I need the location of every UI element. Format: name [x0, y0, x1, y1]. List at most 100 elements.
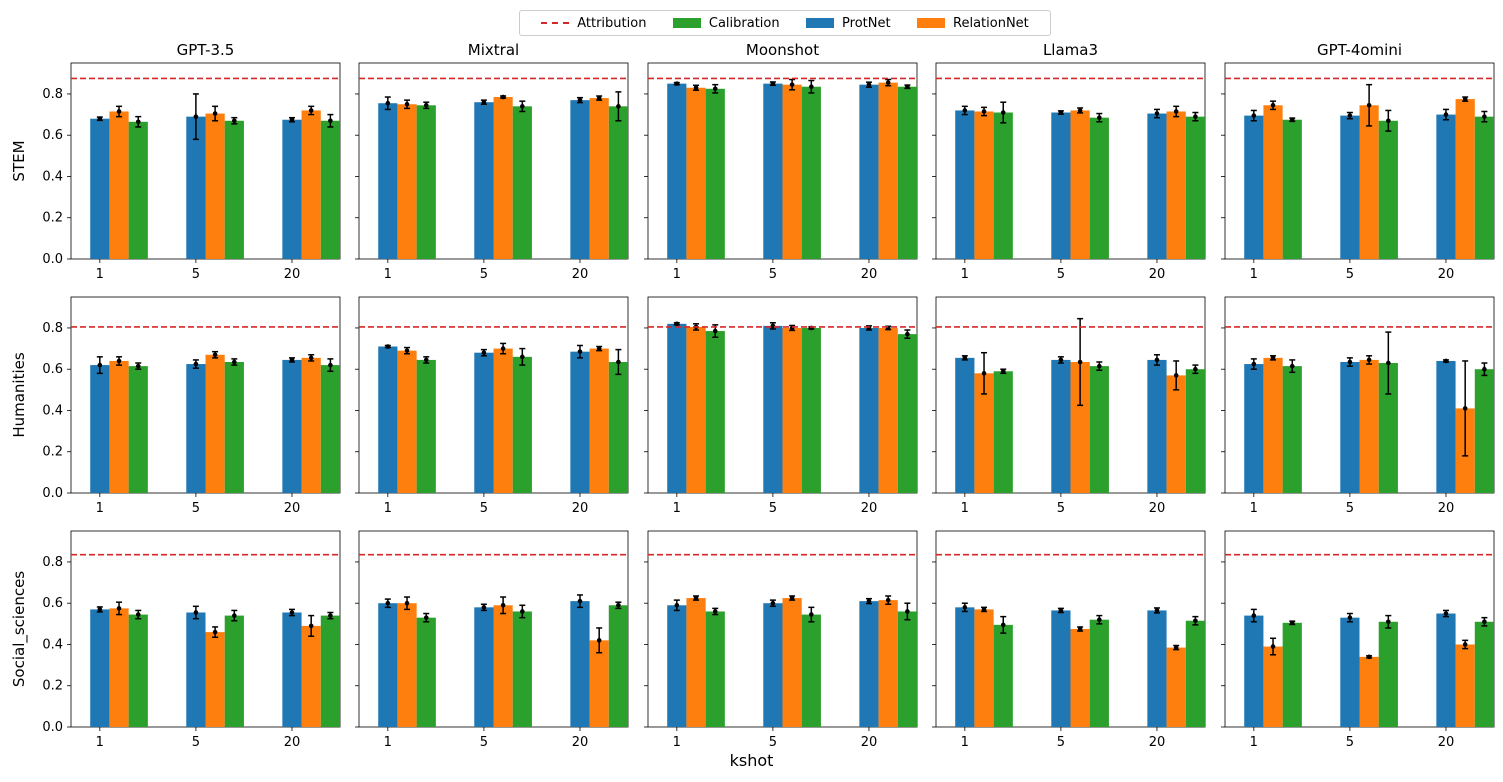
mean-point [212, 111, 218, 116]
xtick-label: 20 [1438, 501, 1455, 516]
xtick-label: 5 [1346, 735, 1354, 750]
mean-point [135, 363, 141, 369]
legend-item-relationnet: RelationNet [917, 16, 1029, 31]
bar-calibration-llama3-humanities-2 [1185, 369, 1205, 493]
legend-item-calibration: Calibration [672, 16, 780, 31]
xtick-label: 1 [96, 501, 104, 516]
mean-point [770, 600, 776, 606]
bar-protnet-llama3-humanities-2 [1147, 359, 1167, 493]
mean-point [1097, 115, 1102, 120]
mean-point [481, 350, 487, 356]
bar-protnet-llama3-stem-2 [1147, 113, 1167, 260]
bar-protnet-moonshot-social-sciences-0 [667, 605, 687, 727]
mean-point [1193, 114, 1198, 119]
xtick-label: 5 [192, 735, 200, 750]
xtick-label: 1 [1250, 501, 1258, 516]
mean-point [328, 362, 333, 368]
bar-protnet-llama3-social-sciences-2 [1147, 610, 1167, 727]
mean-point [520, 104, 525, 109]
mean-point [520, 609, 525, 614]
ytick-label: 0.2 [42, 679, 63, 694]
ytick-label: 0.6 [42, 596, 63, 611]
xtick-label: 5 [1057, 735, 1065, 750]
mean-point [116, 109, 122, 114]
mean-point [1443, 112, 1449, 117]
bar-protnet-moonshot-stem-1 [763, 83, 783, 259]
mean-point [1347, 615, 1353, 620]
bar-relationnet-mixtral-stem-2 [589, 98, 609, 259]
mean-point [135, 119, 141, 125]
bar-protnet-moonshot-social-sciences-1 [763, 603, 783, 727]
bar-relationnet-mixtral-stem-0 [397, 104, 417, 260]
bar-calibration-gpt-3-5-social-sciences-1 [224, 615, 244, 727]
mean-point [500, 94, 506, 100]
bar-relationnet-llama3-social-sciences-2 [1166, 647, 1186, 727]
xtick-label: 20 [1149, 735, 1166, 750]
bar-calibration-moonshot-humanities-1 [801, 327, 821, 493]
bar-protnet-mixtral-social-sciences-1 [474, 607, 494, 727]
ytick-label: 0.4 [42, 403, 63, 418]
mean-point [385, 344, 391, 349]
ytick-label: 0.8 [42, 87, 63, 102]
bar-calibration-llama3-social-sciences-1 [1089, 619, 1109, 727]
mean-point [289, 610, 295, 615]
bar-relationnet-gpt-4omini-humanities-0 [1263, 357, 1283, 493]
row-label-humanities: Humanities [10, 352, 28, 438]
bar-relationnet-llama3-humanities-1 [1070, 361, 1090, 493]
mean-point [674, 81, 680, 86]
bar-protnet-gpt-3-5-stem-2 [282, 119, 302, 259]
bar-calibration-gpt-4omini-stem-2 [1474, 116, 1494, 259]
mean-point [1000, 110, 1006, 115]
bar-protnet-gpt-4omini-humanities-2 [1436, 360, 1456, 493]
bar-protnet-gpt-3-5-stem-1 [186, 116, 206, 259]
mean-point [212, 352, 218, 358]
mean-point [712, 328, 718, 334]
bar-relationnet-gpt-3-5-social-sciences-0 [109, 608, 129, 727]
bar-relationnet-moonshot-humanities-0 [686, 326, 706, 493]
xtick-label: 1 [384, 501, 392, 516]
bar-relationnet-gpt-3-5-humanities-1 [205, 354, 225, 493]
legend-label-attribution: Attribution [577, 15, 647, 31]
bar-protnet-moonshot-social-sciences-2 [859, 601, 879, 727]
bar-protnet-mixtral-humanities-0 [378, 346, 398, 493]
ytick-label: 0.0 [42, 252, 63, 267]
mean-point [289, 357, 295, 363]
mean-point [1482, 366, 1487, 372]
bar-calibration-llama3-humanities-1 [1089, 366, 1109, 493]
mean-point [905, 331, 910, 337]
bar-calibration-mixtral-social-sciences-1 [512, 611, 532, 727]
mean-point [962, 108, 968, 113]
bar-protnet-llama3-humanities-1 [1051, 359, 1071, 493]
mean-point [97, 116, 103, 122]
legend-swatch-calibration [672, 18, 701, 28]
ytick-label: 0.8 [42, 555, 63, 570]
xtick-label: 20 [284, 735, 301, 750]
mean-point [1386, 118, 1391, 124]
bar-calibration-moonshot-stem-0 [705, 88, 725, 259]
mean-point [520, 354, 525, 360]
xtick-label: 1 [384, 267, 392, 282]
ytick-label: 0.4 [42, 169, 63, 184]
mean-point [1270, 355, 1276, 361]
panel-title-gpt-3-5: GPT-3.5 [177, 41, 235, 59]
mean-point [596, 95, 602, 101]
xtick-label: 1 [1250, 267, 1258, 282]
bar-calibration-llama3-stem-1 [1089, 117, 1109, 260]
bar-relationnet-moonshot-social-sciences-2 [878, 600, 898, 727]
bar-protnet-moonshot-stem-2 [859, 84, 879, 260]
bar-protnet-mixtral-stem-2 [570, 100, 590, 259]
bar-relationnet-mixtral-social-sciences-2 [589, 640, 609, 727]
mean-point [1000, 368, 1006, 374]
mean-point [866, 82, 872, 87]
mean-point [905, 609, 910, 614]
bar-calibration-moonshot-social-sciences-0 [705, 611, 725, 727]
ytick-label: 0.2 [42, 445, 63, 460]
mean-point [1347, 359, 1353, 365]
xtick-label: 20 [284, 267, 301, 282]
bar-protnet-mixtral-humanities-2 [570, 351, 590, 493]
mean-point [97, 362, 103, 368]
bar-calibration-moonshot-humanities-2 [897, 334, 917, 493]
bar-calibration-mixtral-stem-0 [416, 105, 436, 259]
mean-point [712, 609, 718, 614]
mean-point [1270, 644, 1276, 649]
